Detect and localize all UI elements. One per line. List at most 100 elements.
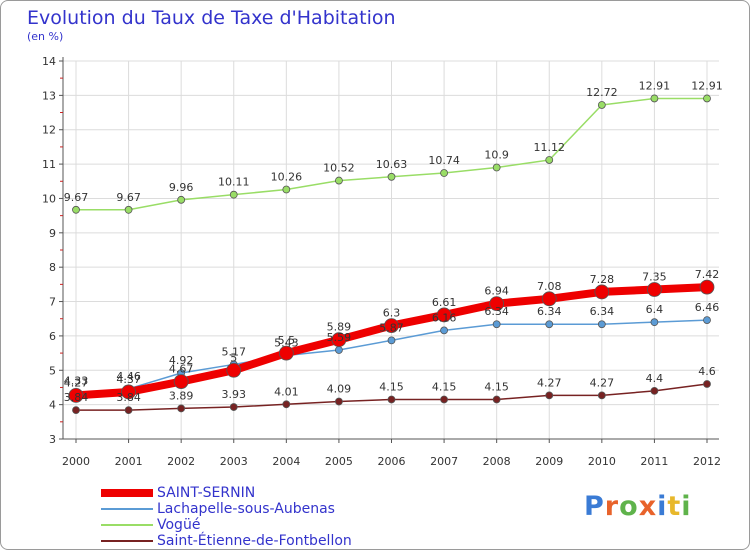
data-point	[492, 320, 501, 329]
data-label: 12.91	[691, 79, 723, 92]
data-label: 11.12	[534, 141, 566, 154]
data-point	[121, 384, 136, 400]
x-tick-label: 2002	[167, 455, 195, 468]
data-point	[278, 345, 294, 361]
data-point	[226, 362, 242, 378]
logo-letter: P	[584, 491, 605, 522]
data-point	[173, 374, 189, 390]
y-tick-label: 13	[42, 89, 56, 102]
x-tick-label: 2009	[535, 455, 563, 468]
data-point	[597, 391, 606, 400]
data-point	[650, 94, 659, 103]
legend-item: Lachapelle-sous-Aubenas	[101, 501, 401, 517]
logo-letter: t	[667, 491, 682, 522]
logo-letter: o	[619, 491, 639, 522]
proxiti-logo: Proxiti	[584, 491, 692, 522]
data-label: 6.34	[590, 305, 615, 318]
data-label: 5.17	[222, 345, 247, 358]
legend-label: SAINT-SERNIN	[157, 485, 256, 501]
y-tick-label: 4	[49, 399, 56, 412]
data-point	[387, 172, 396, 181]
data-label: 5	[230, 351, 237, 364]
legend-swatch	[101, 517, 153, 533]
data-label: 10.26	[271, 171, 303, 184]
data-label: 5.43	[274, 336, 299, 349]
data-label: 4.92	[169, 354, 194, 367]
series-0	[68, 279, 715, 403]
data-label: 4.67	[169, 363, 194, 376]
data-label: 4.4	[646, 372, 664, 385]
chart-subtitle: (en %)	[27, 30, 64, 43]
data-label: 4.27	[590, 376, 615, 389]
data-point	[597, 320, 606, 329]
legend-label: Lachapelle-sous-Aubenas	[157, 501, 335, 517]
data-label: 3.84	[64, 391, 89, 404]
data-label: 6.46	[695, 301, 720, 314]
data-point	[229, 403, 238, 411]
data-label: 4.01	[274, 385, 299, 398]
data-point	[492, 395, 501, 404]
data-point	[387, 336, 396, 345]
data-point	[597, 101, 606, 109]
x-tick-label: 2010	[588, 455, 616, 468]
data-point	[282, 185, 291, 194]
data-label: 6.4	[646, 303, 664, 316]
data-point	[650, 386, 659, 395]
logo-letter: i	[681, 491, 692, 522]
legend-swatch	[101, 501, 153, 517]
data-point	[72, 406, 80, 415]
x-tick-label: 2000	[62, 455, 90, 468]
data-label: 4.15	[484, 380, 509, 393]
legend-item: Saint-Étienne-de-Fontbellon	[101, 533, 401, 549]
data-label: 7.35	[642, 271, 667, 284]
data-label: 12.72	[586, 86, 618, 99]
data-point	[436, 307, 452, 323]
x-tick-label: 2005	[325, 455, 353, 468]
data-point	[440, 395, 448, 404]
x-tick-label: 2007	[430, 455, 458, 468]
data-label: 4.27	[537, 376, 562, 389]
data-label: 6.61	[432, 296, 457, 309]
data-label: 10.9	[484, 149, 509, 162]
data-point	[703, 94, 711, 103]
data-point	[177, 195, 186, 204]
data-label: 6.34	[484, 305, 509, 318]
legend-swatch	[101, 533, 153, 549]
legend-item: SAINT-SERNIN	[101, 485, 401, 501]
data-point	[384, 318, 399, 334]
legend-label: Saint-Étienne-de-Fontbellon	[157, 533, 352, 549]
data-point	[541, 291, 557, 307]
data-point	[545, 320, 554, 329]
x-tick-label: 2004	[272, 455, 300, 468]
data-label: 7.42	[695, 268, 720, 281]
data-point	[703, 316, 711, 325]
data-point	[387, 395, 396, 404]
data-label: 4.15	[432, 380, 457, 393]
legend-item: Vogüé	[101, 517, 401, 533]
x-tick-label: 2012	[693, 455, 721, 468]
data-point	[229, 190, 238, 199]
data-label: 4.27	[64, 376, 89, 389]
data-point	[440, 169, 448, 177]
data-label: 9.67	[116, 191, 141, 204]
x-tick-label: 2011	[640, 455, 668, 468]
logo-letter: x	[638, 491, 658, 522]
y-tick-label: 8	[49, 261, 56, 274]
x-tick-label: 2001	[115, 455, 143, 468]
data-label: 4.15	[379, 380, 404, 393]
data-point	[282, 400, 291, 409]
data-label: 6.16	[432, 311, 457, 324]
data-label: 6.34	[537, 305, 562, 318]
data-point	[72, 205, 80, 214]
data-point	[647, 282, 662, 297]
data-label: 4.6	[698, 365, 716, 378]
legend-swatch	[101, 485, 153, 501]
data-point	[650, 318, 659, 327]
chart-title: Evolution du Taux de Taxe d'Habitation	[27, 7, 396, 29]
x-tick-label: 2003	[220, 455, 248, 468]
data-point	[703, 380, 711, 388]
series-2	[72, 94, 711, 214]
data-label: 4.37	[116, 373, 141, 386]
y-tick-label: 5	[49, 364, 56, 377]
